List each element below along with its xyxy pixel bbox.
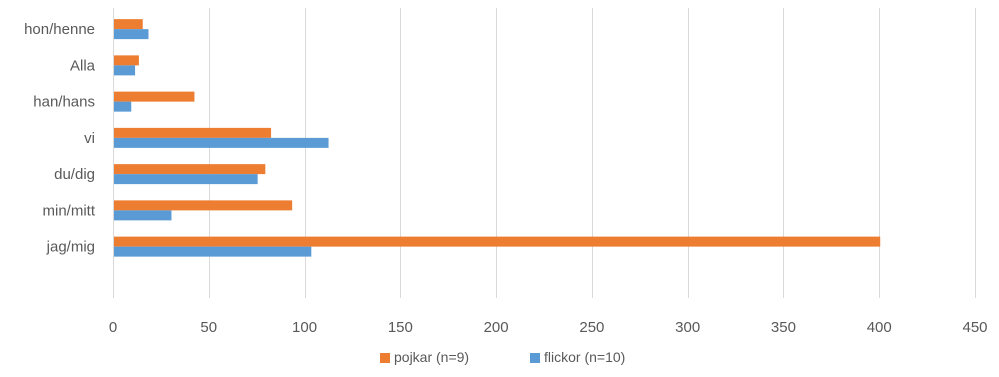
bar-flickor	[114, 65, 136, 76]
bar-pojkar	[114, 200, 293, 211]
x-tick-label: 0	[109, 319, 117, 336]
legend: pojkar (n=9) flickor (n=10)	[380, 349, 625, 365]
bar-pojkar	[114, 236, 881, 247]
legend-label: pojkar (n=9)	[394, 349, 469, 365]
bars	[114, 19, 881, 257]
bar-pojkar	[114, 19, 143, 30]
x-tick-label: 400	[867, 319, 892, 336]
category-label: Alla	[70, 57, 96, 74]
x-tick-label: 300	[675, 319, 700, 336]
x-tick-label: 50	[200, 319, 217, 336]
x-tick-label: 200	[484, 319, 509, 336]
category-label: han/hans	[33, 94, 95, 111]
bar-pojkar	[114, 127, 272, 138]
bar-flickor	[114, 137, 329, 148]
bar-flickor	[114, 210, 172, 221]
bar-flickor	[114, 29, 149, 40]
category-labels: hon/henne Alla han/hans vi du/dig min/mitt jag…	[24, 21, 96, 256]
category-label: du/dig	[54, 166, 95, 183]
x-tick-label: 250	[579, 319, 604, 336]
category-label: jag/mig	[46, 239, 95, 256]
legend-label: flickor (n=10)	[544, 349, 625, 365]
category-label: min/mitt	[43, 202, 96, 219]
x-tick-label: 450	[962, 319, 987, 336]
bar-flickor	[114, 101, 132, 112]
bar-pojkar	[114, 91, 195, 102]
legend-swatch	[530, 353, 540, 363]
category-label: vi	[84, 130, 95, 147]
x-tick-labels: 0 50 100 150 200 250 300 350 400 450	[109, 319, 988, 336]
x-tick-label: 100	[292, 319, 317, 336]
x-tick-label: 150	[388, 319, 413, 336]
bar-pojkar	[114, 164, 266, 175]
x-tick-label: 350	[771, 319, 796, 336]
legend-swatch	[380, 353, 390, 363]
bar-flickor	[114, 246, 312, 257]
bar-flickor	[114, 174, 258, 185]
bar-pojkar	[114, 55, 139, 66]
category-label: hon/henne	[24, 21, 95, 38]
gridlines	[209, 8, 976, 298]
